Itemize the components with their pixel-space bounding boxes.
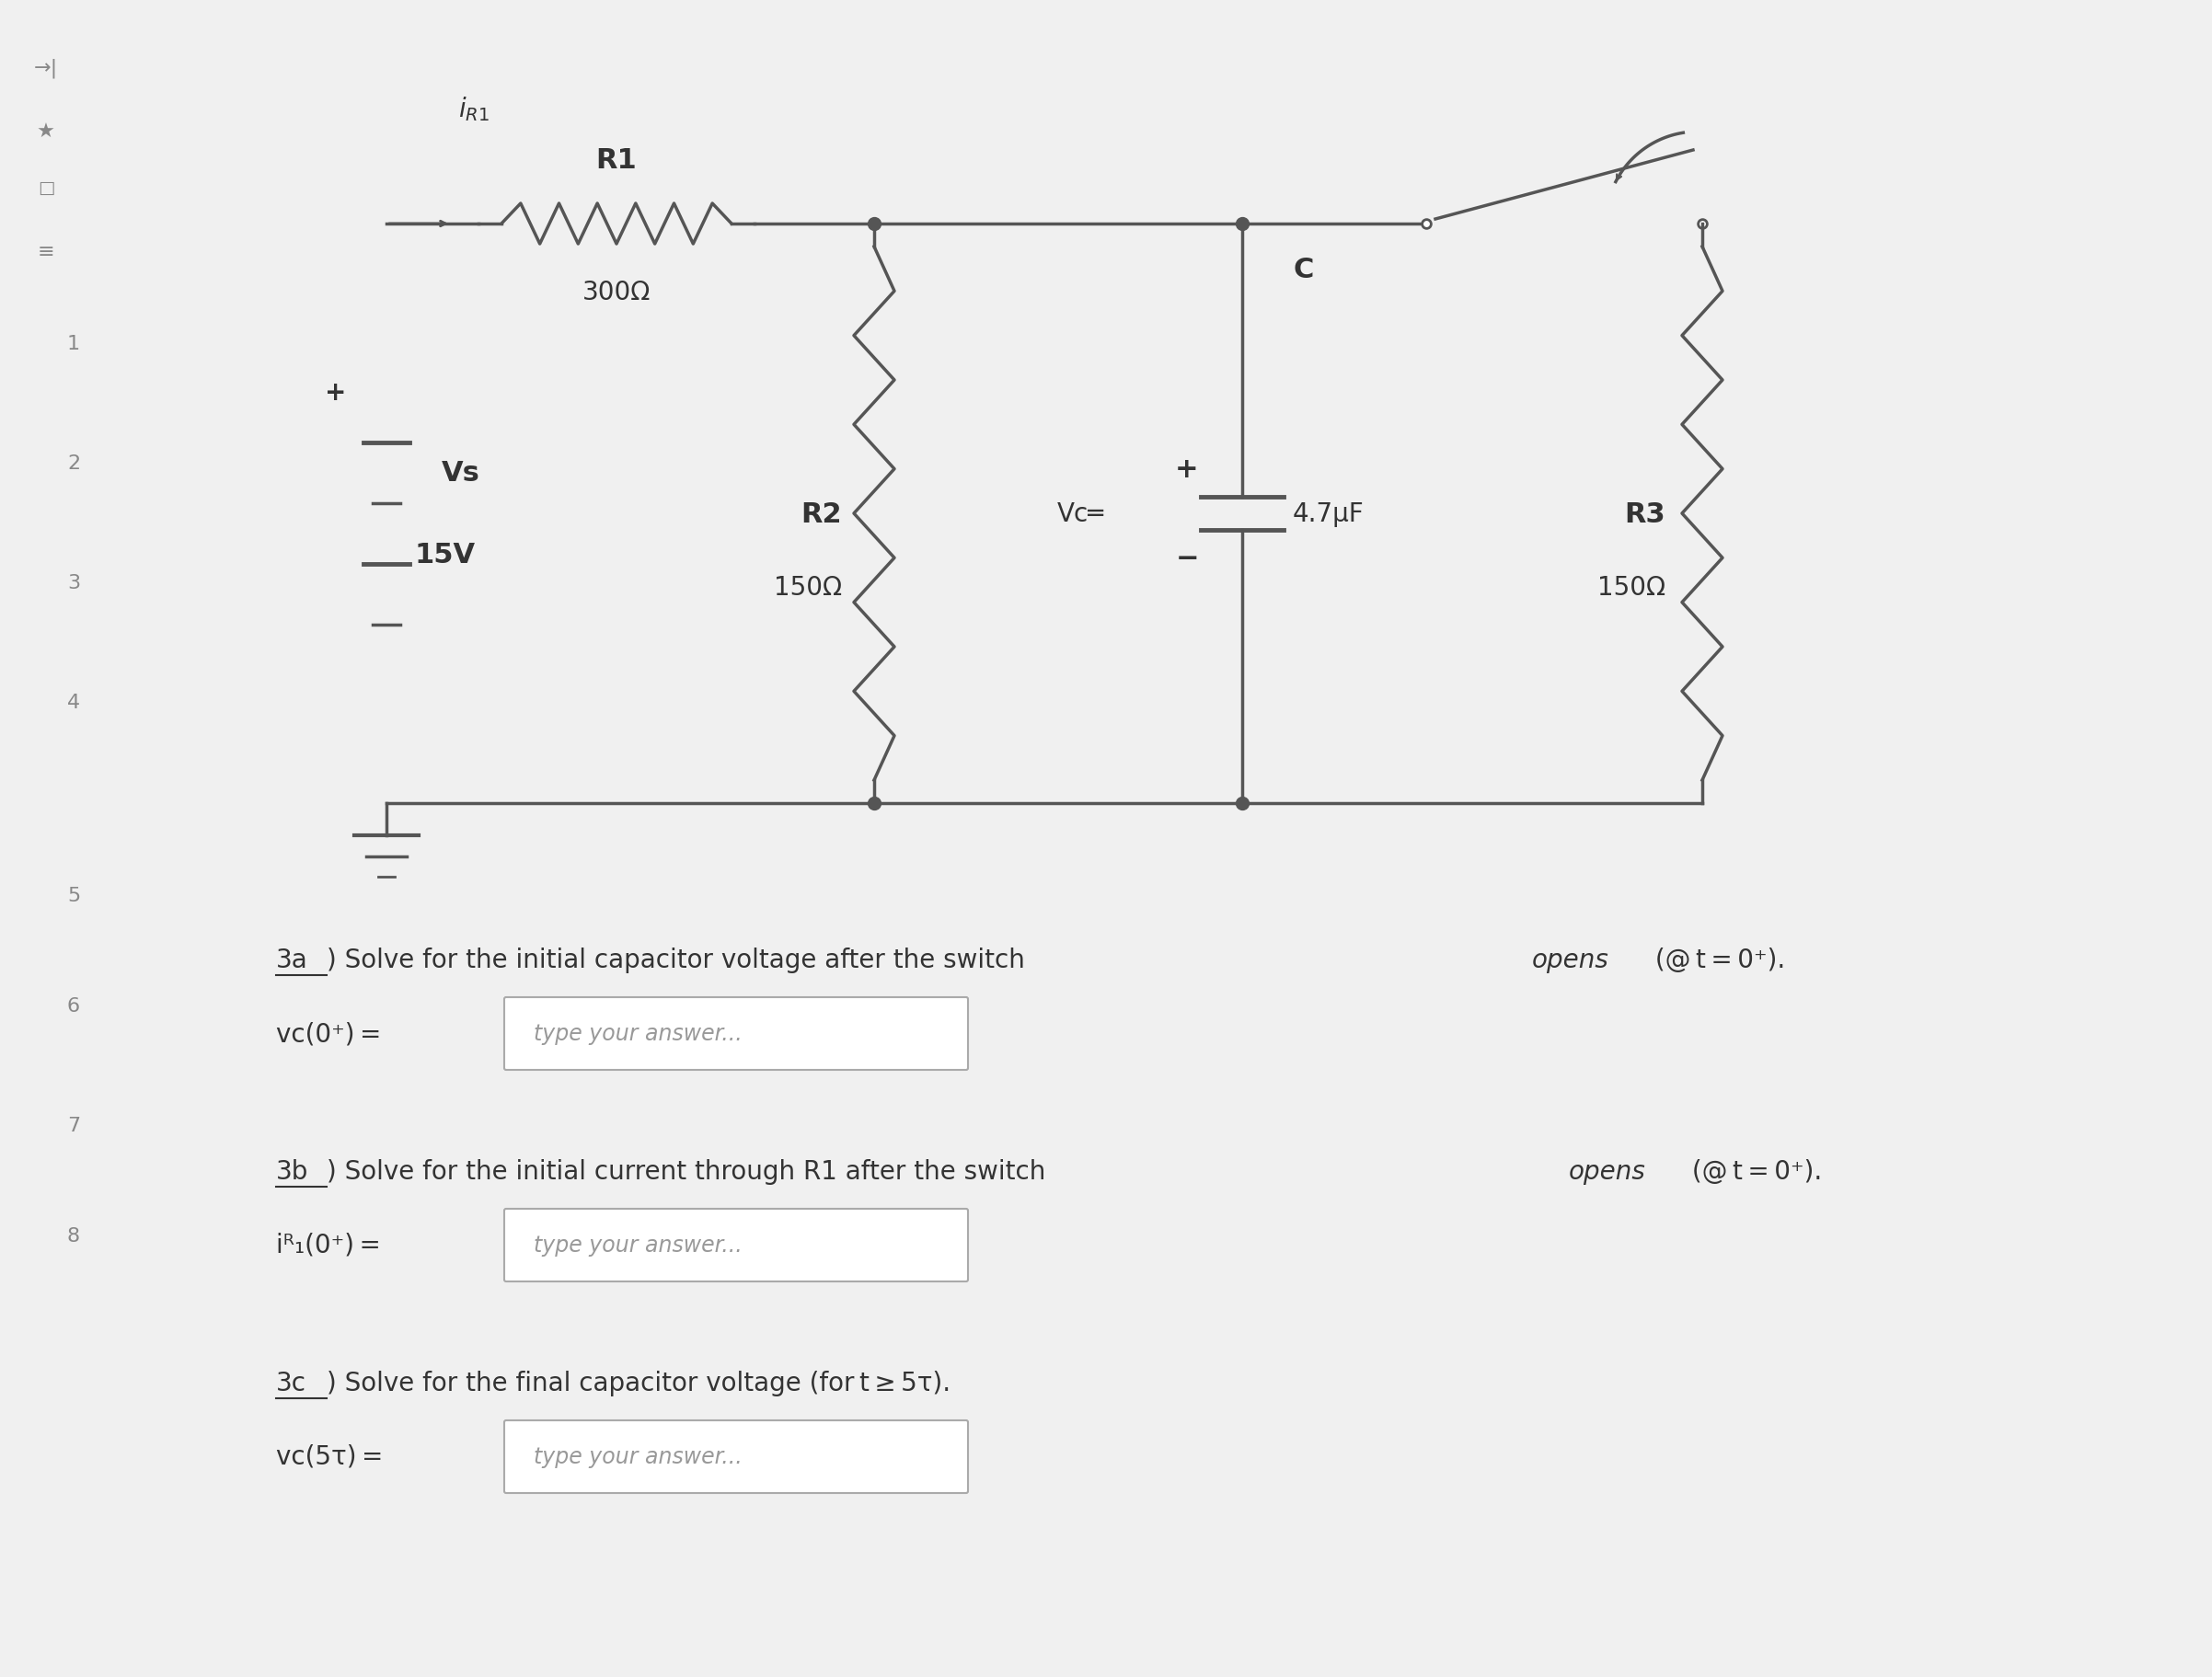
Text: (@ t = 0⁺).: (@ t = 0⁺). [1648,948,1785,973]
Text: →|: →| [33,59,58,77]
Text: ) Solve for the initial current through R1 after the switch: ) Solve for the initial current through … [327,1159,1053,1184]
Text: 3a: 3a [276,948,307,973]
Text: opens: opens [1533,948,1608,973]
Text: 3c: 3c [276,1370,307,1395]
FancyBboxPatch shape [504,1420,969,1493]
Text: −: − [1175,545,1199,572]
Text: 5: 5 [66,887,80,904]
Text: 6: 6 [66,996,80,1015]
Text: type your answer...: type your answer... [533,1446,743,1467]
FancyBboxPatch shape [504,1209,969,1281]
Text: opens: opens [1568,1159,1646,1184]
Text: type your answer...: type your answer... [533,1023,743,1045]
Text: 1: 1 [66,335,80,354]
Text: 4.7μF: 4.7μF [1292,501,1365,527]
Text: Vc═: Vc═ [1057,501,1104,527]
Text: type your answer...: type your answer... [533,1234,743,1256]
Text: 7: 7 [66,1117,80,1135]
Text: vᴄ(5τ) =: vᴄ(5τ) = [276,1444,383,1469]
Text: ≡: ≡ [38,243,55,262]
Text: 150Ω: 150Ω [774,575,843,600]
FancyBboxPatch shape [504,998,969,1070]
Text: +: + [325,379,347,406]
Text: ★: ★ [38,122,55,141]
Text: vᴄ(0⁺) =: vᴄ(0⁺) = [276,1021,380,1046]
Text: 2: 2 [66,454,80,473]
Text: 8: 8 [66,1226,80,1244]
Text: ) Solve for the final capacitor voltage (for t ≥ 5τ).: ) Solve for the final capacitor voltage … [327,1370,951,1395]
Text: 300Ω: 300Ω [582,280,650,305]
Text: (@ t = 0⁺).: (@ t = 0⁺). [1683,1159,1823,1184]
Text: □: □ [38,179,55,196]
Text: 3b: 3b [276,1159,310,1184]
Text: $i_{R1}$: $i_{R1}$ [458,96,489,122]
Text: ) Solve for the initial capacitor voltage after the switch: ) Solve for the initial capacitor voltag… [327,948,1033,973]
Text: R2: R2 [801,501,843,527]
Text: C: C [1292,257,1314,283]
Text: +: + [1175,456,1199,483]
Text: R1: R1 [595,148,637,174]
Text: 4: 4 [66,693,80,711]
Text: 3: 3 [66,574,80,592]
Text: 150Ω: 150Ω [1597,575,1666,600]
Text: 15V: 15V [414,542,476,569]
Text: iᴿ₁(0⁺) =: iᴿ₁(0⁺) = [276,1233,380,1258]
Text: Vs: Vs [442,459,480,486]
Text: R3: R3 [1624,501,1666,527]
